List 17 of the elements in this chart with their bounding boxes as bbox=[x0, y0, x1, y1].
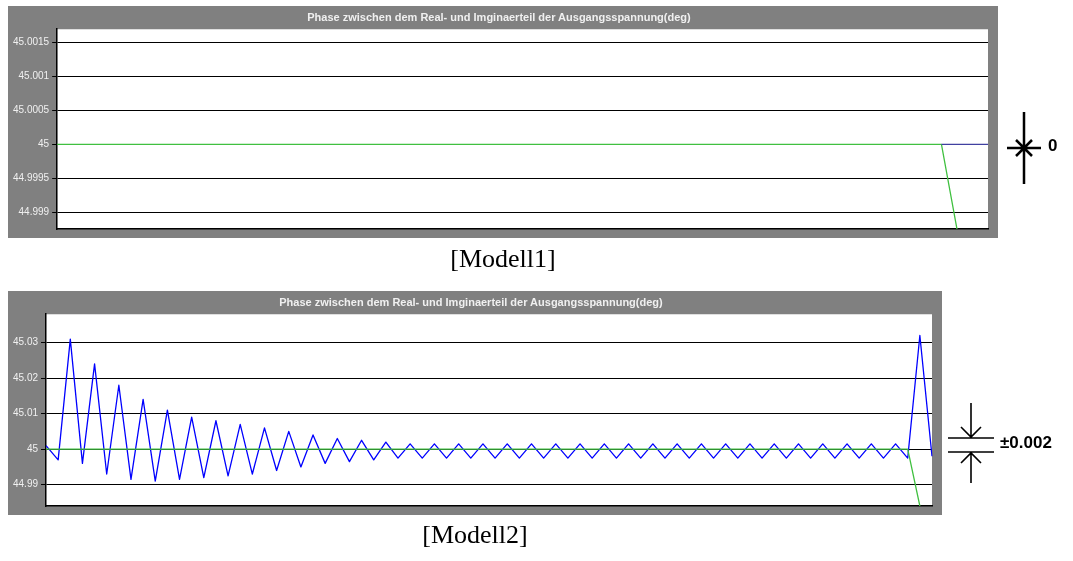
y-tick-label: 45.0015 bbox=[12, 36, 50, 48]
text: 0 bbox=[1048, 136, 1058, 156]
y-tick-label: 45.0005 bbox=[12, 104, 50, 116]
y-tick-label: 45.001 bbox=[18, 70, 50, 82]
text: [Modell2] bbox=[421, 520, 529, 550]
chart-title: Phase zwischen dem Real- und Imginaerteil der Ausgangsspannung(deg) bbox=[307, 10, 692, 23]
y-tick-label: 44.9995 bbox=[12, 171, 50, 183]
y-tick-label: 45.02 bbox=[12, 371, 39, 383]
y-tick-label: 45.01 bbox=[12, 407, 39, 419]
y-tick-label: 45 bbox=[26, 442, 39, 454]
text: [Modell1] bbox=[449, 244, 557, 274]
y-tick-label: 44.99 bbox=[12, 478, 39, 490]
text: ±0.002 bbox=[1000, 433, 1052, 453]
chart-title: Phase zwischen dem Real- und Imginaerteil der Ausgangsspannung(deg) bbox=[279, 295, 664, 308]
y-tick-label: 45.03 bbox=[12, 336, 39, 348]
y-tick-label: 45 bbox=[38, 138, 50, 150]
y-tick-label: 44.999 bbox=[18, 205, 50, 217]
